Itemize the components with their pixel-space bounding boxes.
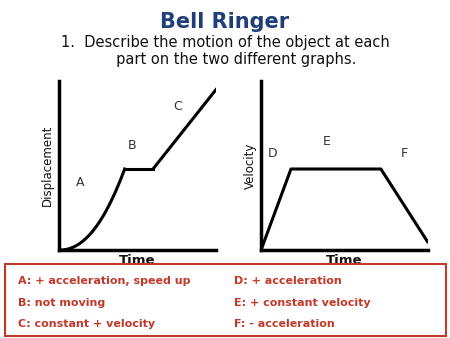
Text: D: D [268, 147, 277, 160]
Text: F: - acceleration: F: - acceleration [234, 319, 335, 330]
Text: 1.  Describe the motion of the object at each: 1. Describe the motion of the object at … [61, 35, 389, 50]
X-axis label: Time: Time [326, 254, 363, 267]
Text: Bell Ringer: Bell Ringer [161, 12, 289, 32]
Text: E: + constant velocity: E: + constant velocity [234, 297, 371, 308]
Text: E: E [323, 135, 330, 148]
Y-axis label: Velocity: Velocity [244, 142, 257, 189]
Text: C: constant + velocity: C: constant + velocity [18, 319, 155, 330]
Text: D: + acceleration: D: + acceleration [234, 275, 342, 286]
Text: B: B [128, 139, 136, 152]
Text: A: A [76, 176, 84, 189]
Text: F: F [401, 147, 408, 160]
Y-axis label: Displacement: Displacement [41, 125, 54, 206]
Text: part on the two different graphs.: part on the two different graphs. [93, 52, 357, 67]
Text: C: C [174, 100, 182, 113]
Text: A: + acceleration, speed up: A: + acceleration, speed up [18, 275, 190, 286]
X-axis label: Time: Time [119, 254, 156, 267]
Text: B: not moving: B: not moving [18, 297, 105, 308]
